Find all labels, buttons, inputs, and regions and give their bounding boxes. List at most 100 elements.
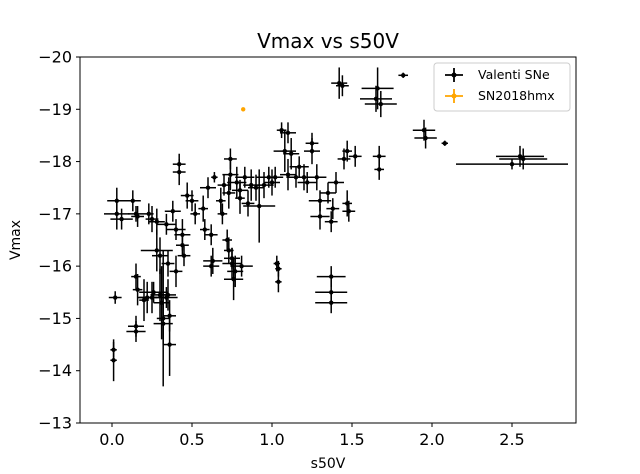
data-point — [353, 154, 358, 159]
data-point — [257, 203, 262, 209]
data-point — [111, 358, 116, 363]
data-point — [377, 167, 382, 172]
data-point — [226, 248, 231, 253]
x-axis: 0.0 0.5 1.0 1.5 2.0 2.5 — [99, 423, 525, 449]
data-point — [141, 297, 147, 303]
data-point — [273, 175, 278, 180]
data-point — [220, 211, 225, 217]
data-point — [161, 321, 166, 326]
y-tick-label: −17 — [38, 204, 72, 223]
data-point — [193, 211, 198, 217]
data-point — [173, 269, 179, 274]
data-point — [177, 169, 182, 175]
data-point — [237, 195, 243, 201]
legend-label-sn2018hmx: SN2018hmx — [478, 88, 555, 103]
legend-label-valenti: Valenti SNe — [478, 67, 550, 82]
data-point — [276, 266, 281, 271]
data-point — [317, 198, 323, 203]
data-point — [329, 219, 334, 224]
data-point — [130, 198, 135, 203]
data-point — [285, 130, 291, 136]
data-point — [234, 180, 239, 185]
data-point — [517, 154, 523, 159]
y-tick-label: −16 — [38, 257, 72, 276]
data-point — [340, 83, 345, 88]
data-point — [205, 185, 211, 190]
x-tick-label: 0.5 — [179, 430, 204, 449]
data-point — [221, 182, 227, 188]
y-tick-label: −18 — [38, 152, 72, 171]
data-point — [164, 222, 169, 227]
data-point — [333, 180, 339, 185]
x-tick-label: 1.5 — [339, 430, 364, 449]
data-point — [509, 161, 515, 167]
data-point — [301, 175, 307, 180]
y-axis-label: Vmax — [8, 220, 24, 260]
data-point — [202, 227, 207, 232]
data-point — [189, 198, 195, 203]
data-point — [373, 96, 379, 102]
data-point — [329, 300, 334, 305]
data-point — [341, 156, 347, 162]
data-point — [165, 261, 171, 266]
data-point — [135, 214, 140, 219]
data-point — [276, 279, 281, 285]
data-marks — [104, 67, 568, 387]
data-point — [377, 154, 382, 159]
data-point — [285, 172, 291, 177]
data-point — [233, 269, 238, 274]
data-point — [269, 180, 275, 185]
legend-marker-valenti — [445, 68, 463, 82]
data-point — [181, 253, 187, 258]
plot-area — [79, 56, 577, 424]
x-tick-label: 1.0 — [259, 430, 284, 449]
y-tick-label: −15 — [38, 309, 72, 328]
data-point — [314, 175, 319, 180]
data-point — [346, 209, 351, 214]
y-tick-label: −19 — [38, 100, 72, 119]
x-tick-label: 2.0 — [419, 430, 444, 449]
data-point — [218, 198, 223, 203]
data-point — [226, 190, 231, 196]
data-point — [209, 232, 214, 237]
legend: Valenti SNe SN2018hmx — [433, 62, 571, 112]
data-point — [154, 248, 159, 253]
legend-marker-sn2018hmx — [445, 89, 463, 103]
axes-frame — [79, 56, 577, 424]
data-point — [442, 141, 447, 146]
data-point — [330, 206, 335, 211]
data-point — [401, 73, 406, 78]
data-point — [146, 211, 151, 217]
x-axis-label: s50V — [311, 456, 346, 472]
data-point — [157, 253, 163, 258]
chart-title: Vmax vs s50V — [257, 29, 399, 53]
data-point — [173, 227, 179, 232]
series-sn2018hmx — [241, 107, 246, 112]
data-point — [119, 216, 124, 222]
data-point — [212, 175, 217, 180]
data-point — [423, 135, 428, 141]
data-point — [135, 287, 140, 292]
data-point — [279, 128, 284, 133]
data-point — [149, 216, 155, 222]
data-point — [329, 274, 334, 279]
data-point — [170, 209, 175, 214]
data-point — [241, 107, 246, 112]
y-tick-label: −20 — [38, 48, 72, 67]
data-point — [201, 206, 206, 211]
series-valenti-sne — [104, 67, 568, 387]
y-tick-label: −13 — [38, 414, 72, 433]
data-point — [378, 101, 383, 107]
data-point — [133, 329, 139, 334]
data-point — [245, 201, 251, 206]
x-tick-label: 2.5 — [499, 430, 524, 449]
data-point — [305, 180, 310, 185]
data-point — [151, 290, 156, 295]
data-point — [210, 258, 215, 264]
legend-box — [433, 62, 571, 112]
data-point — [113, 295, 118, 300]
data-point — [325, 190, 331, 196]
data-point — [239, 263, 244, 269]
data-point — [317, 214, 323, 219]
